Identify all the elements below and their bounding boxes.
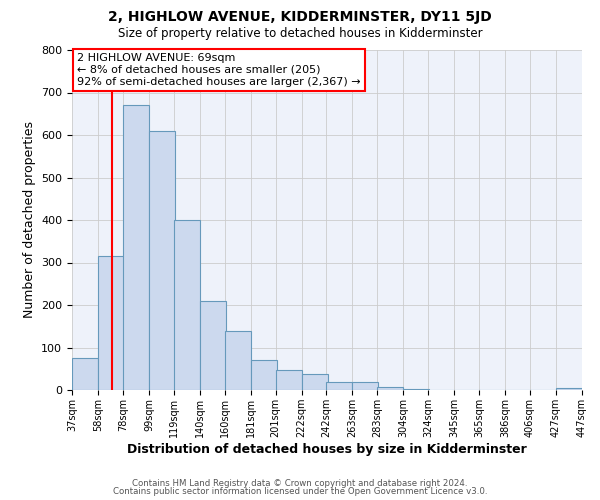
- Bar: [377, 387, 403, 390]
- X-axis label: Distribution of detached houses by size in Kidderminster: Distribution of detached houses by size …: [127, 442, 527, 456]
- Bar: [556, 388, 582, 390]
- Bar: [403, 389, 430, 390]
- Y-axis label: Number of detached properties: Number of detached properties: [23, 122, 35, 318]
- Bar: [302, 374, 328, 390]
- Bar: [174, 220, 200, 390]
- Text: Contains HM Land Registry data © Crown copyright and database right 2024.: Contains HM Land Registry data © Crown c…: [132, 478, 468, 488]
- Text: 2 HIGHLOW AVENUE: 69sqm
← 8% of detached houses are smaller (205)
92% of semi-de: 2 HIGHLOW AVENUE: 69sqm ← 8% of detached…: [77, 54, 361, 86]
- Bar: [224, 332, 251, 390]
- Bar: [200, 300, 226, 390]
- Bar: [123, 106, 149, 390]
- Text: Size of property relative to detached houses in Kidderminster: Size of property relative to detached ho…: [118, 28, 482, 40]
- Bar: [98, 256, 124, 390]
- Bar: [275, 370, 302, 390]
- Bar: [326, 382, 352, 390]
- Bar: [149, 130, 175, 390]
- Bar: [72, 358, 98, 390]
- Bar: [251, 360, 277, 390]
- Bar: [352, 382, 379, 390]
- Text: 2, HIGHLOW AVENUE, KIDDERMINSTER, DY11 5JD: 2, HIGHLOW AVENUE, KIDDERMINSTER, DY11 5…: [108, 10, 492, 24]
- Text: Contains public sector information licensed under the Open Government Licence v3: Contains public sector information licen…: [113, 487, 487, 496]
